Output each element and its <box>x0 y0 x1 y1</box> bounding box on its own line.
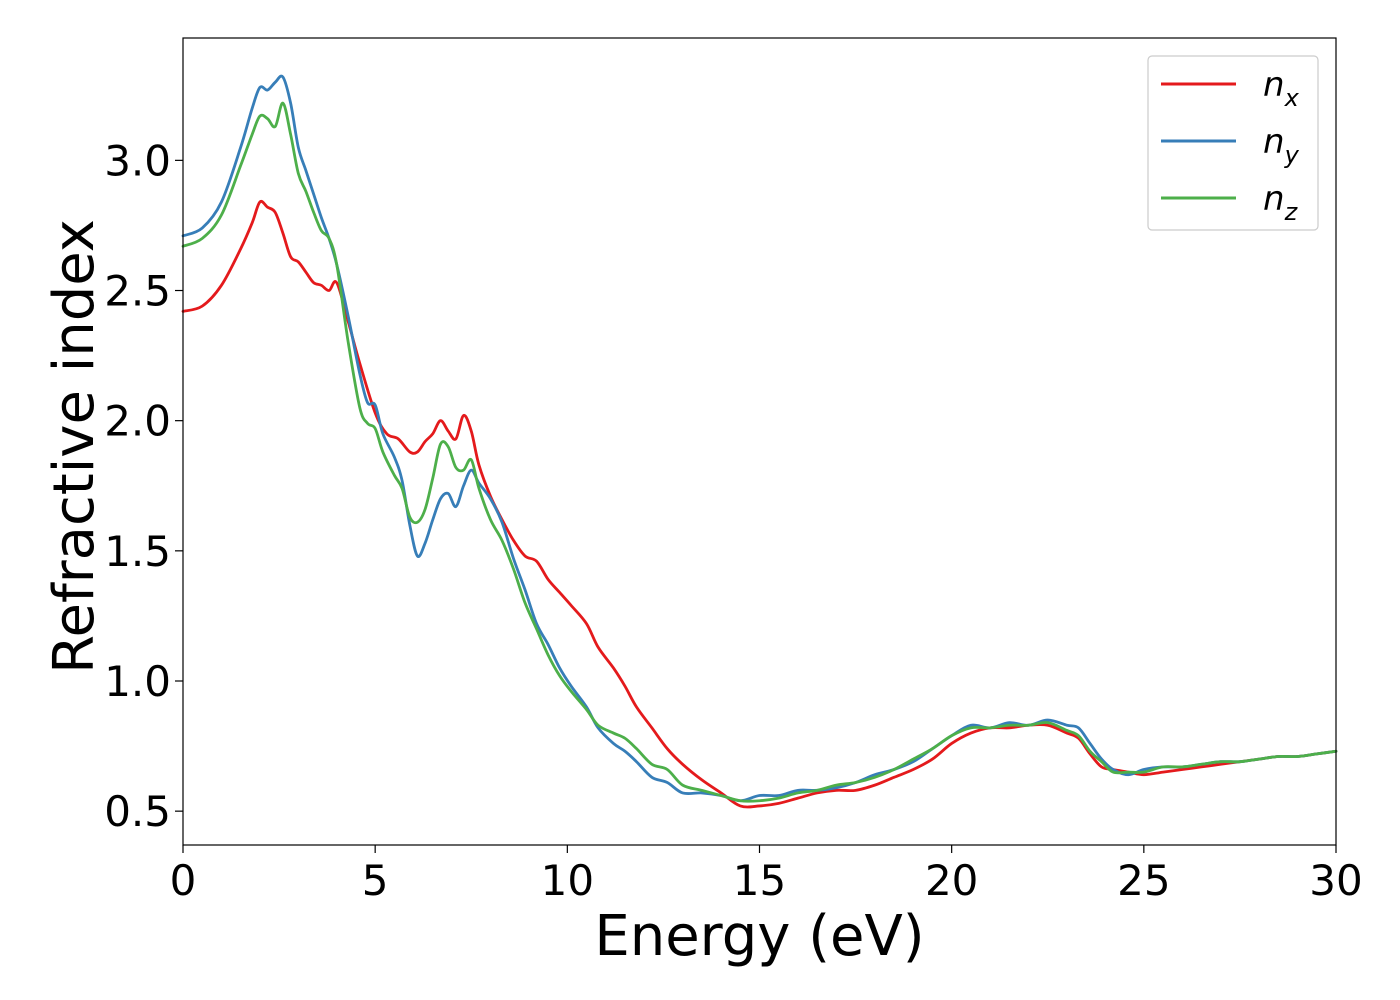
x-tick-label: 25 <box>1117 856 1170 905</box>
legend: nx ny nz <box>1147 55 1319 231</box>
y-axis-ticks: 0.5 1.0 1.5 2.0 2.5 3.0 <box>104 136 183 836</box>
legend-label-x: nx <box>1263 65 1300 112</box>
plot-lines <box>181 74 1338 809</box>
y-tick-label: 1.0 <box>104 657 171 706</box>
y-axis-label: Refractive index <box>42 219 107 674</box>
x-tick-label: 15 <box>733 856 786 905</box>
x-tick-label: 20 <box>925 856 978 905</box>
series-line-x <box>181 200 1338 809</box>
y-tick-label: 3.0 <box>104 136 171 185</box>
x-tick-label: 30 <box>1309 856 1362 905</box>
x-axis-ticks: 0 5 10 15 20 25 30 <box>170 845 1363 905</box>
y-tick-label: 1.5 <box>104 527 171 576</box>
y-tick-label: 2.0 <box>104 397 171 446</box>
x-axis-label: Energy (eV) <box>594 904 924 969</box>
legend-label-z: nz <box>1263 179 1299 226</box>
y-tick-label: 0.5 <box>104 787 171 836</box>
y-tick-label: 2.5 <box>104 267 171 316</box>
legend-label-y: ny <box>1263 122 1300 169</box>
legend-box <box>1147 55 1319 231</box>
series-line-z <box>181 101 1338 803</box>
x-tick-label: 5 <box>362 856 389 905</box>
x-tick-label: 10 <box>541 856 594 905</box>
x-tick-label: 0 <box>170 856 197 905</box>
